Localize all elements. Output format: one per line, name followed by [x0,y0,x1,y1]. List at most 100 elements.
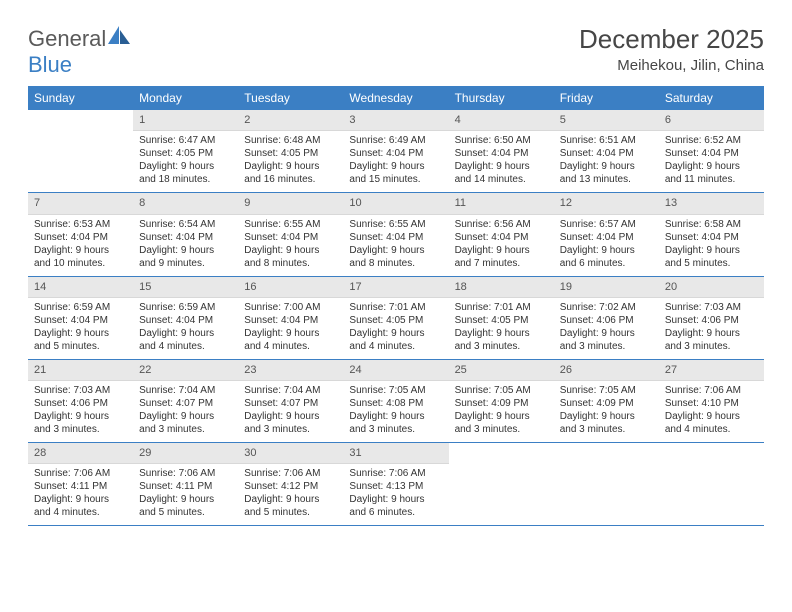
daylight-text: and 3 minutes. [139,423,232,436]
day-body: Sunrise: 7:03 AMSunset: 4:06 PMDaylight:… [28,381,133,442]
day-body: Sunrise: 7:06 AMSunset: 4:13 PMDaylight:… [343,464,448,525]
sunset-text: Sunset: 4:05 PM [139,147,232,160]
daylight-text: Daylight: 9 hours [34,327,127,340]
day-body: Sunrise: 6:47 AMSunset: 4:05 PMDaylight:… [133,131,238,192]
day-cell: 12Sunrise: 6:57 AMSunset: 4:04 PMDayligh… [554,193,659,275]
day-body: Sunrise: 6:52 AMSunset: 4:04 PMDaylight:… [659,131,764,192]
sunrise-text: Sunrise: 7:01 AM [455,301,548,314]
day-number: 25 [449,360,554,381]
daylight-text: Daylight: 9 hours [665,160,758,173]
daylight-text: Daylight: 9 hours [34,493,127,506]
sunset-text: Sunset: 4:04 PM [139,314,232,327]
day-number: 28 [28,443,133,464]
daylight-text: and 14 minutes. [455,173,548,186]
weekday-header: Saturday [659,86,764,110]
day-cell [659,443,764,525]
day-cell: 30Sunrise: 7:06 AMSunset: 4:12 PMDayligh… [238,443,343,525]
sunrise-text: Sunrise: 7:06 AM [665,384,758,397]
day-cell: 27Sunrise: 7:06 AMSunset: 4:10 PMDayligh… [659,360,764,442]
day-number: 5 [554,110,659,131]
sunset-text: Sunset: 4:12 PM [244,480,337,493]
daylight-text: and 10 minutes. [34,257,127,270]
day-number: 8 [133,193,238,214]
daylight-text: Daylight: 9 hours [560,244,653,257]
day-cell: 23Sunrise: 7:04 AMSunset: 4:07 PMDayligh… [238,360,343,442]
day-number: 7 [28,193,133,214]
day-cell: 6Sunrise: 6:52 AMSunset: 4:04 PMDaylight… [659,110,764,192]
daylight-text: and 7 minutes. [455,257,548,270]
day-number: 9 [238,193,343,214]
daylight-text: and 4 minutes. [139,340,232,353]
sunset-text: Sunset: 4:06 PM [665,314,758,327]
daylight-text: Daylight: 9 hours [349,327,442,340]
day-cell: 22Sunrise: 7:04 AMSunset: 4:07 PMDayligh… [133,360,238,442]
title-block: December 2025 Meihekou, Jilin, China [579,24,764,74]
logo-text-1: General [28,26,106,51]
day-cell: 7Sunrise: 6:53 AMSunset: 4:04 PMDaylight… [28,193,133,275]
daylight-text: Daylight: 9 hours [139,327,232,340]
day-number: 13 [659,193,764,214]
daylight-text: Daylight: 9 hours [244,410,337,423]
logo: GeneralBlue [28,24,132,78]
sunrise-text: Sunrise: 7:06 AM [244,467,337,480]
daylight-text: Daylight: 9 hours [455,327,548,340]
sunrise-text: Sunrise: 7:04 AM [244,384,337,397]
day-body: Sunrise: 6:48 AMSunset: 4:05 PMDaylight:… [238,131,343,192]
daylight-text: and 3 minutes. [34,423,127,436]
daylight-text: Daylight: 9 hours [349,244,442,257]
sunset-text: Sunset: 4:04 PM [244,314,337,327]
day-number: 23 [238,360,343,381]
day-body: Sunrise: 7:06 AMSunset: 4:10 PMDaylight:… [659,381,764,442]
sunrise-text: Sunrise: 6:58 AM [665,218,758,231]
sunrise-text: Sunrise: 6:51 AM [560,134,653,147]
weekday-header-row: Sunday Monday Tuesday Wednesday Thursday… [28,86,764,110]
sunrise-text: Sunrise: 7:00 AM [244,301,337,314]
day-number: 21 [28,360,133,381]
sunrise-text: Sunrise: 6:55 AM [349,218,442,231]
day-cell: 4Sunrise: 6:50 AMSunset: 4:04 PMDaylight… [449,110,554,192]
logo-text: GeneralBlue [28,24,132,78]
weekday-header: Wednesday [343,86,448,110]
daylight-text: and 3 minutes. [560,340,653,353]
day-body: Sunrise: 6:54 AMSunset: 4:04 PMDaylight:… [133,215,238,276]
sunrise-text: Sunrise: 6:50 AM [455,134,548,147]
daylight-text: and 6 minutes. [560,257,653,270]
day-body: Sunrise: 6:55 AMSunset: 4:04 PMDaylight:… [343,215,448,276]
day-body: Sunrise: 6:57 AMSunset: 4:04 PMDaylight:… [554,215,659,276]
day-cell: 5Sunrise: 6:51 AMSunset: 4:04 PMDaylight… [554,110,659,192]
sunrise-text: Sunrise: 7:04 AM [139,384,232,397]
daylight-text: Daylight: 9 hours [560,160,653,173]
daylight-text: Daylight: 9 hours [139,244,232,257]
daylight-text: and 9 minutes. [139,257,232,270]
day-body: Sunrise: 7:06 AMSunset: 4:11 PMDaylight:… [133,464,238,525]
sunrise-text: Sunrise: 6:49 AM [349,134,442,147]
day-number: 4 [449,110,554,131]
daylight-text: and 5 minutes. [34,340,127,353]
sunrise-text: Sunrise: 6:55 AM [244,218,337,231]
daylight-text: and 5 minutes. [244,506,337,519]
sunset-text: Sunset: 4:05 PM [244,147,337,160]
day-number: 1 [133,110,238,131]
day-cell: 28Sunrise: 7:06 AMSunset: 4:11 PMDayligh… [28,443,133,525]
day-cell: 26Sunrise: 7:05 AMSunset: 4:09 PMDayligh… [554,360,659,442]
daylight-text: and 5 minutes. [139,506,232,519]
daylight-text: Daylight: 9 hours [349,410,442,423]
day-number: 11 [449,193,554,214]
day-body: Sunrise: 7:01 AMSunset: 4:05 PMDaylight:… [449,298,554,359]
daylight-text: and 3 minutes. [349,423,442,436]
sunrise-text: Sunrise: 6:56 AM [455,218,548,231]
sunrise-text: Sunrise: 7:03 AM [665,301,758,314]
day-body: Sunrise: 6:49 AMSunset: 4:04 PMDaylight:… [343,131,448,192]
sunset-text: Sunset: 4:04 PM [244,231,337,244]
day-body: Sunrise: 6:58 AMSunset: 4:04 PMDaylight:… [659,215,764,276]
daylight-text: and 13 minutes. [560,173,653,186]
sunset-text: Sunset: 4:04 PM [455,147,548,160]
day-body: Sunrise: 6:50 AMSunset: 4:04 PMDaylight:… [449,131,554,192]
weekday-header: Friday [554,86,659,110]
week-row: 7Sunrise: 6:53 AMSunset: 4:04 PMDaylight… [28,193,764,276]
day-cell: 8Sunrise: 6:54 AMSunset: 4:04 PMDaylight… [133,193,238,275]
day-cell: 16Sunrise: 7:00 AMSunset: 4:04 PMDayligh… [238,277,343,359]
sunrise-text: Sunrise: 7:02 AM [560,301,653,314]
daylight-text: and 4 minutes. [34,506,127,519]
sunset-text: Sunset: 4:04 PM [34,314,127,327]
